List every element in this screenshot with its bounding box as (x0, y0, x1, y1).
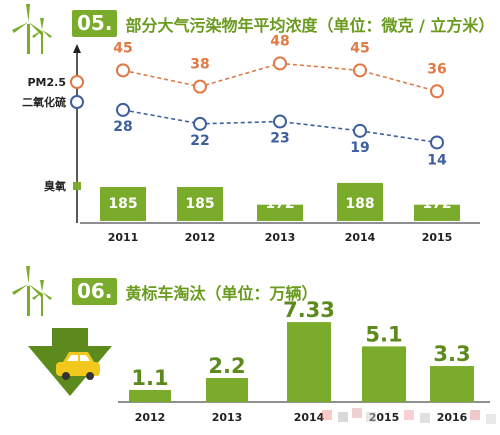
watermark-mark (352, 408, 362, 418)
data-label: 14 (427, 152, 447, 168)
panel1-badge: 05. (72, 10, 118, 37)
legend-marker-so2 (70, 95, 84, 109)
watermark-mark (338, 412, 348, 422)
data-point (273, 114, 287, 129)
x-tick-label: 2012 (185, 231, 216, 244)
bar (206, 378, 248, 402)
bar (129, 390, 171, 402)
car-icon (56, 352, 100, 380)
data-point (353, 123, 367, 138)
bar-value-label: 172 (265, 196, 294, 212)
bar (430, 366, 474, 402)
data-label: 36 (427, 61, 446, 77)
legend-marker-ozone (73, 182, 81, 190)
bar-value-label: 1.1 (131, 366, 168, 390)
data-point (430, 84, 444, 99)
chart-vehicles: 1.1 2012 2.2 2013 7.33 2014 5.1 2015 3.3 2016 (28, 298, 496, 424)
bar (100, 187, 146, 221)
data-point (430, 135, 444, 150)
data-label: 38 (190, 57, 209, 73)
watermark-mark (366, 412, 376, 422)
y-axis-arrow (73, 44, 81, 53)
data-point (193, 116, 207, 131)
x-tick-label: 2011 (108, 231, 139, 244)
x-tick-label: 2012 (135, 411, 166, 424)
data-label: 45 (350, 40, 369, 56)
data-point (193, 79, 207, 94)
watermark-mark (322, 410, 332, 420)
watermark-mark (470, 410, 480, 420)
x-tick-label: 2015 (422, 231, 453, 244)
bar-value-label: 3.3 (433, 342, 470, 366)
panel2-badge: 06. (72, 278, 118, 305)
bar-value-label: 2.2 (208, 354, 245, 378)
chart-pollutants: PM2.5 45 38 48 45 36 二氧化硫 28 22 23 19 14 臭氧 185 185 172… (22, 33, 480, 244)
bar-value-label: 172 (422, 196, 451, 212)
panel1-title: 部分大气污染物年平均浓度（单位：微克 / 立方米） (125, 15, 495, 35)
legend-label-ozone: 臭氧 (44, 179, 66, 193)
data-point (116, 102, 130, 117)
bar (414, 204, 460, 221)
watermark-mark (486, 414, 496, 424)
x-tick-label: 2016 (437, 411, 468, 424)
wind-turbine-icon (12, 4, 52, 54)
x-tick-label: 2013 (212, 411, 243, 424)
data-label: 28 (113, 119, 132, 135)
vehicle-panel: 06. 黄标车淘汰（单位：万辆） 1.1 2012 2.2 2013 7.33 2014 5… (0, 262, 500, 435)
data-label: 48 (270, 33, 289, 49)
data-label: 45 (113, 40, 132, 56)
legend-label-pm25: PM2.5 (28, 76, 67, 89)
data-label: 22 (190, 133, 209, 149)
x-tick-label: 2014 (294, 411, 325, 424)
bar (257, 204, 303, 221)
watermark-mark (404, 410, 414, 420)
bar-value-label: 7.33 (283, 298, 335, 322)
x-tick-label: 2013 (265, 231, 296, 244)
series-line-so2 (122, 109, 438, 144)
legend-label-so2: 二氧化硫 (22, 95, 66, 109)
panel1-title-row: 05. 部分大气污染物年平均浓度（单位：微克 / 立方米） (72, 10, 494, 37)
data-point (116, 63, 130, 78)
x-tick-label: 2015 (369, 411, 400, 424)
data-point (353, 63, 367, 78)
panel2-title-row: 06. 黄标车淘汰（单位：万辆） (72, 278, 317, 305)
data-label: 23 (270, 131, 289, 147)
watermark-mark (420, 413, 430, 423)
bar-value-label: 5.1 (365, 322, 402, 346)
bar (287, 322, 331, 402)
bar-value-label: 185 (185, 196, 214, 212)
x-tick-label: 2014 (345, 231, 376, 244)
legend-marker-pm25 (70, 75, 84, 89)
data-point (273, 56, 287, 71)
panel2-title: 黄标车淘汰（单位：万辆） (125, 283, 318, 303)
bar (362, 346, 406, 402)
data-label: 19 (350, 140, 369, 156)
pollutant-panel: 05. 部分大气污染物年平均浓度（单位：微克 / 立方米） PM2.5 45 38 4… (12, 4, 494, 244)
bar (177, 187, 223, 221)
bar-value-label: 185 (108, 196, 137, 212)
bar-value-label: 188 (345, 196, 374, 212)
wind-turbine-icon (12, 266, 52, 316)
bar (337, 182, 383, 221)
